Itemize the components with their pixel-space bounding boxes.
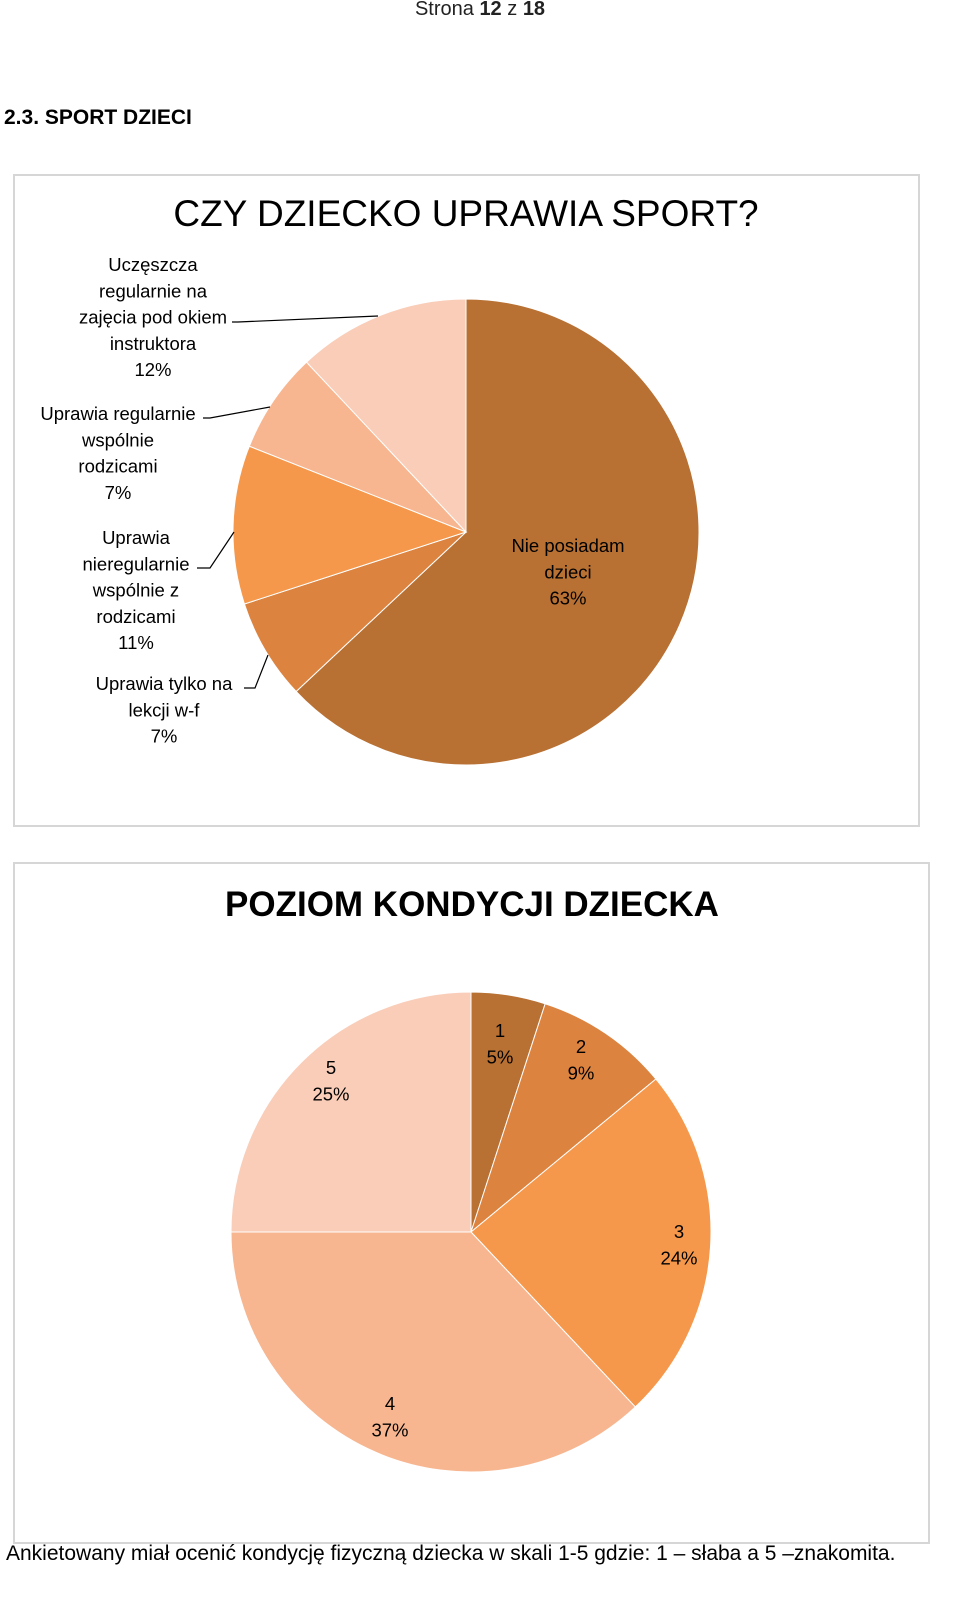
- chart2-slice-3: [230, 1231, 636, 1473]
- footnote: Ankietowany miał ocenić kondycję fizyczn…: [6, 1542, 896, 1565]
- chart1-leader-4: [232, 315, 379, 323]
- chart1-leader-1: [244, 654, 269, 689]
- chart2-slice-4: [230, 991, 472, 1233]
- chart1-slice-0: [295, 298, 700, 766]
- chart1-label-4: Uczęszcza regularnie na zajęcia pod okiem i…: [79, 254, 227, 380]
- chart1-pie: [232, 298, 700, 766]
- chart2-label-1: 2 9%: [568, 1036, 595, 1083]
- chart1-leader-lines: [197, 315, 379, 689]
- chart1-label-1: Uprawia tylko na lekcji w-f 7%: [96, 673, 233, 747]
- chart2-title: POZIOM KONDYCJI DZIECKA: [225, 885, 719, 924]
- chart1-label-3: Uprawia regularnie wspólnie rodzicami 7%: [40, 403, 195, 503]
- page-number: Strona 12 z 18: [0, 0, 960, 21]
- page-prefix: Strona: [414, 0, 474, 20]
- chart2-pie: [230, 991, 712, 1473]
- chart1-slice-3: [248, 361, 467, 533]
- section-title: 2.3. SPORT DZIECI: [4, 106, 192, 129]
- chart2-label-4: 5 25%: [312, 1057, 349, 1104]
- page-separator: z: [507, 0, 518, 20]
- chart2-label-3: 4 37%: [371, 1393, 408, 1440]
- chart2-labels: 1 5% 2 9% 3 24% 4 37% 5 25%: [312, 1020, 697, 1440]
- chart2-slice-1: [469, 1003, 657, 1234]
- chart2-label-0: 1 5%: [487, 1020, 514, 1067]
- chart1-title: CZY DZIECKO UPRAWIA SPORT?: [173, 193, 758, 234]
- page-total: 18: [522, 0, 546, 20]
- chart1-slice-2: [232, 445, 468, 605]
- chart1-label-0: Nie posiadam dzieci 63%: [511, 535, 624, 609]
- chart1-labels: Nie posiadam dzieci 63% Uprawia tylko na lek…: [40, 254, 624, 747]
- page-current: 12: [479, 0, 502, 20]
- chart2-slice-2: [470, 1078, 712, 1408]
- chart1-slice-1: [243, 531, 467, 693]
- chart1-label-2: Uprawia nieregularnie wspólnie z rodzicami 1…: [83, 527, 190, 653]
- chart1-slice-4: [305, 298, 467, 534]
- chart1-leader-2: [197, 531, 235, 569]
- chart2-label-2: 3 24%: [660, 1221, 697, 1268]
- chart1-leader-3: [203, 406, 271, 419]
